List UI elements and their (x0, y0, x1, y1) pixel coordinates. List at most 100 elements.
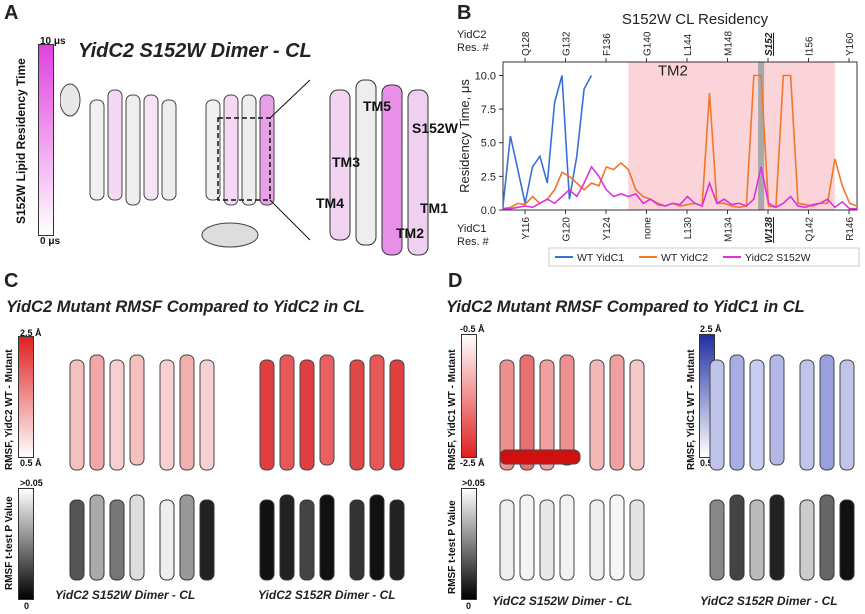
panel-d-rmsf-bar-left (461, 334, 477, 458)
label-tm3: TM3 (332, 154, 360, 170)
bottom-tick-label: M134 (724, 217, 735, 242)
panel-c-rmsf-label: RMSF, YidC2 WT - Mutant (4, 349, 15, 470)
panel-c-rmsf-max: 2.5 Å (20, 328, 42, 338)
panel-c-pval-min: 0 (24, 601, 30, 611)
panel-d-protein-art (499, 354, 855, 581)
bottom-ticks: Y116 G120 Y124 none L130 M134 W138 Q142 R146 (521, 210, 856, 243)
top-tick-label: Q128 (521, 31, 532, 56)
d-pval-s152w (499, 494, 645, 581)
bottom-tick-label: G120 (562, 217, 573, 242)
panel-a-scale-bar (38, 44, 54, 236)
panel-d-caption-left: YidC2 S152W Dimer - CL (492, 594, 633, 608)
panel-d-pval-bar (461, 488, 477, 600)
top-axis-title-line: Res. # (457, 42, 490, 54)
panel-d-pval-label: RMSF t-test P Value (447, 500, 458, 594)
panel-d-letter: D (448, 270, 463, 292)
series-lines (502, 74, 858, 210)
panel-d-caption-right: YidC2 S152R Dimer - CL (700, 594, 838, 608)
top-axis-title-line: YidC2 (457, 29, 487, 41)
highlight-region (628, 62, 835, 210)
legend-label: WT YidC1 (577, 252, 624, 264)
series-line-wt-yidc1 (502, 75, 593, 207)
panel-c-rmsf-bar (18, 336, 34, 458)
top-tick-label: L144 (683, 33, 694, 56)
panel-c-letter: C (4, 270, 19, 292)
bottom-tick-label: R146 (845, 217, 856, 241)
panel-d-rmsf-left-max: -0.5 Å (460, 324, 485, 334)
protein-left-monomer (60, 83, 177, 206)
panel-c-caption-right: YidC2 S152R Dimer - CL (258, 588, 396, 602)
panel-a-scale-min: 0 μs (40, 236, 61, 247)
legend-box (548, 247, 860, 267)
top-ticks: Q128 G132 F136 G140 L144 M148 S152 I156 Y160 (521, 31, 856, 62)
panel-a-letter: A (4, 2, 19, 24)
y-tick-label: 7.5 (481, 104, 496, 116)
top-tick-label: G132 (562, 31, 573, 56)
label-tm5: TM5 (363, 98, 391, 114)
top-tick-label: M148 (724, 31, 735, 56)
top-tick-label: I156 (805, 36, 816, 56)
d-rmsf-s152w (499, 354, 645, 471)
top-tick-label: S152 (764, 32, 775, 56)
bottom-tick-label: L130 (683, 217, 694, 240)
panel-c-pval-label: RMSF t-test P Value (4, 496, 15, 590)
panel-a-protein-art (60, 79, 429, 256)
panel-d-rmsf-label-left: RMSF, YidC1 WT - Mutant (447, 349, 458, 470)
label-s152w: S152W (412, 120, 458, 136)
chart-legend: WT YidC1 WT YidC2 YidC2 S152W (548, 247, 860, 267)
panel-c-pval-bar (18, 488, 34, 600)
series-line-wt-yidc2 (502, 74, 858, 210)
plot-frame (502, 61, 858, 211)
bottom-tick-label: Y124 (602, 217, 613, 241)
series-line-yidc2-s152w (503, 165, 857, 210)
c-rmsf-s152r (259, 354, 405, 471)
s152-marker (758, 62, 765, 210)
d-pval-s152r (709, 494, 855, 581)
zoom-box (217, 117, 271, 201)
legend-label: YidC2 S152W (745, 252, 811, 264)
y-tick-label: 10.0 (475, 70, 496, 82)
bottom-tick-label: W138 (764, 217, 775, 244)
panel-a-scale-max: 10 μs (40, 36, 66, 47)
panel-a-title: YidC2 S152W Dimer - CL (78, 40, 312, 62)
y-axis-label: Residency Time, μs (457, 79, 472, 193)
tm2-chart-label: TM2 (658, 62, 688, 79)
label-tm2: TM2 (396, 225, 424, 241)
y-tick-label: 0.0 (481, 205, 496, 217)
bottom-axis-title-line: Res. # (457, 236, 490, 248)
panel-d-rmsf-left-min: -2.5 Å (460, 458, 485, 468)
top-tick-label: Y160 (845, 32, 856, 56)
c-rmsf-s152w (69, 354, 215, 471)
panel-c-caption-left: YidC2 S152W Dimer - CL (55, 588, 196, 602)
c-pval-s152r (259, 494, 405, 581)
d-rmsf-s152r (709, 354, 855, 471)
legend-label: WT YidC2 (661, 252, 708, 264)
top-tick-label: F136 (602, 33, 613, 56)
y-tick-label: 5.0 (481, 138, 496, 150)
bottom-axis-title-line: YidC1 (457, 223, 487, 235)
label-tm1: TM1 (420, 200, 448, 216)
protein-right-monomer (201, 94, 275, 248)
panel-c-protein-art (69, 354, 405, 581)
y-ticks: 0.0 2.5 5.0 7.5 10.0 (475, 70, 503, 217)
bottom-tick-label: none (643, 217, 654, 240)
panel-c-title: YidC2 Mutant RMSF Compared to YidC2 in C… (6, 298, 365, 316)
label-tm4: TM4 (316, 195, 344, 211)
panel-c-rmsf-min: 0.5 Å (20, 458, 42, 468)
c-pval-s152w (69, 494, 215, 581)
panel-d-title: YidC2 Mutant RMSF Compared to YidC1 in C… (446, 298, 805, 316)
panel-b-letter: B (457, 2, 472, 24)
panel-a-scale-label: S152W Lipid Residency Time (14, 58, 28, 224)
chart-title: S152W CL Residency (622, 11, 769, 28)
panel-d-pval-max: >0.05 (462, 478, 485, 488)
zoomed-helices (329, 79, 429, 256)
panel-d-rmsf-right-max: 2.5 Å (700, 324, 722, 334)
top-tick-label: G140 (643, 31, 654, 56)
y-tick-label: 2.5 (481, 171, 496, 183)
panel-c-pval-max: >0.05 (20, 478, 43, 488)
panel-d-pval-min: 0 (466, 601, 472, 611)
bottom-tick-label: Q142 (805, 217, 816, 242)
